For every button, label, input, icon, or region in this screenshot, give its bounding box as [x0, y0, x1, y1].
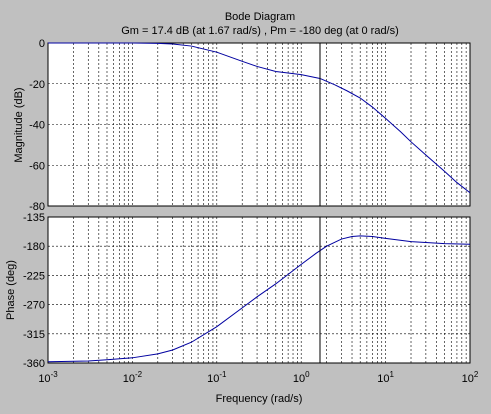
- y-tick-label: -270: [23, 300, 45, 312]
- phase-grid: [48, 217, 470, 363]
- phase-plot-area: [47, 216, 471, 364]
- y-tick-label: -20: [29, 79, 45, 91]
- y-tick-label: -315: [23, 329, 45, 341]
- y-tick-label: -180: [23, 241, 45, 253]
- phase-series-line: [47, 235, 471, 363]
- x-tick-label: 102: [462, 370, 479, 385]
- y-tick-label: -225: [23, 270, 45, 282]
- x-tick-label: 100: [293, 370, 310, 385]
- magnitude-grid: [48, 43, 470, 206]
- y-tick-label: 0: [39, 38, 45, 50]
- x-tick-label: 10-1: [207, 370, 227, 385]
- x-tick-label: 101: [377, 370, 394, 385]
- frequency-x-ticks: 10-3 10-2 10-1 100 101 102: [38, 370, 479, 385]
- x-tick-label: 10-2: [123, 370, 143, 385]
- phase-y-axis-label: Phase (deg): [5, 260, 17, 320]
- phase-y-ticks: -135 -180 -225 -270 -315 -360: [23, 212, 45, 370]
- y-tick-label: -40: [29, 120, 45, 132]
- x-tick-label: 10-3: [38, 370, 58, 385]
- phase-panel: -135 -180 -225 -270 -315 -360 10-3 10-2 10-1 100…: [5, 212, 479, 405]
- magnitude-plot-area: [47, 42, 471, 207]
- chart-title: Bode Diagram: [225, 11, 295, 23]
- x-axis-label: Frequency (rad/s): [216, 393, 303, 405]
- y-tick-label: -80: [29, 201, 45, 213]
- magnitude-panel: 0 -20 -40 -60 -80 Magnitude (dB): [13, 38, 471, 213]
- chart-subtitle: Gm = 17.4 dB (at 1.67 rad/s) , Pm = -180…: [121, 25, 399, 37]
- y-tick-label: -60: [29, 160, 45, 172]
- y-tick-label: -135: [23, 212, 45, 224]
- magnitude-y-ticks: 0 -20 -40 -60 -80: [29, 38, 45, 213]
- magnitude-y-axis-label: Magnitude (dB): [13, 87, 25, 162]
- y-tick-label: -360: [23, 358, 45, 370]
